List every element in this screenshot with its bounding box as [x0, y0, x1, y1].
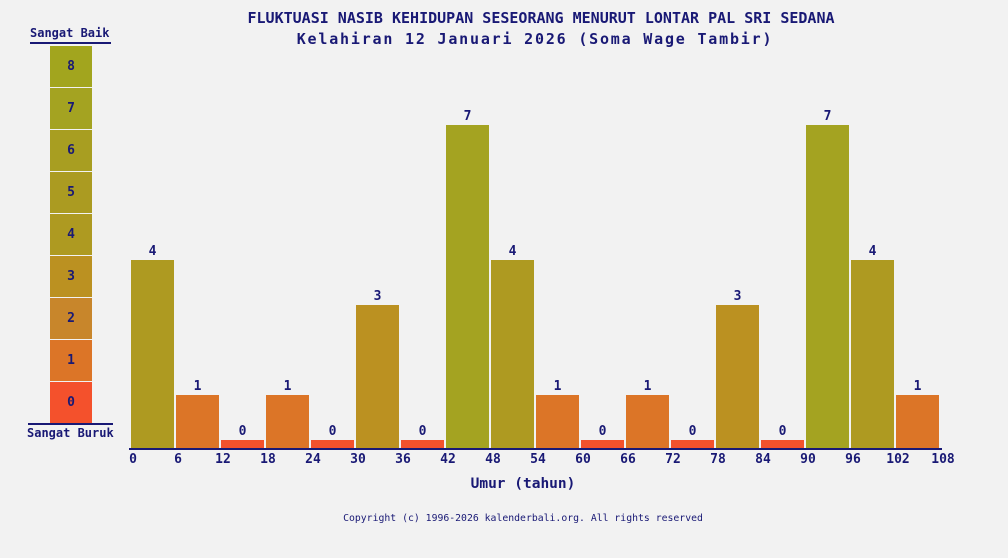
x-tick-label-36: 36 — [395, 452, 411, 467]
x-tick-label-48: 48 — [485, 452, 501, 467]
legend-cell-value: 7 — [67, 101, 75, 116]
copyright-text: Copyright (c) 1996-2026 kalenderbali.org… — [343, 513, 703, 524]
x-tick-label-18: 18 — [260, 452, 276, 467]
legend-cell-0: 0 — [50, 382, 92, 423]
legend-cell-4: 4 — [50, 214, 92, 255]
x-tick-label-90: 90 — [800, 452, 816, 467]
bar-age-30-36 — [356, 305, 399, 448]
bar-age-54-60 — [536, 395, 579, 448]
legend-cell-value: 5 — [67, 185, 75, 200]
bar-value-label: 0 — [778, 424, 787, 439]
legend-worst-label: Sangat Buruk — [27, 426, 114, 440]
x-axis-line — [129, 448, 942, 450]
bar-age-84-90 — [761, 440, 804, 448]
bar-age-36-42 — [401, 440, 444, 448]
x-tick-label-108: 108 — [931, 452, 955, 467]
bar-age-48-54 — [491, 260, 534, 448]
legend-cell-8: 8 — [50, 46, 92, 87]
bar-age-96-102 — [851, 260, 894, 448]
bar-value-label: 0 — [418, 424, 427, 439]
bar-age-12-18 — [221, 440, 264, 448]
x-tick-label-78: 78 — [710, 452, 726, 467]
legend-cell-2: 2 — [50, 298, 92, 339]
bar-age-78-84 — [716, 305, 759, 448]
legend-cell-value: 1 — [67, 353, 75, 368]
bar-value-label: 0 — [598, 424, 607, 439]
bar-age-90-96 — [806, 125, 849, 448]
x-tick-label-12: 12 — [215, 452, 231, 467]
x-tick-label-24: 24 — [305, 452, 321, 467]
legend-cell-6: 6 — [50, 130, 92, 171]
bar-value-label: 1 — [553, 379, 562, 394]
legend-cell-5: 5 — [50, 172, 92, 213]
bar-age-6-12 — [176, 395, 219, 448]
x-tick-label-66: 66 — [620, 452, 636, 467]
x-tick-label-6: 6 — [174, 452, 182, 467]
chart-title: FLUKTUASI NASIB KEHIDUPAN SESEORANG MENU… — [247, 9, 835, 27]
bar-age-60-66 — [581, 440, 624, 448]
bar-age-18-24 — [266, 395, 309, 448]
bar-value-label: 3 — [373, 289, 382, 304]
bar-value-label: 4 — [148, 244, 157, 259]
bar-value-label: 1 — [643, 379, 652, 394]
bar-value-label: 7 — [463, 109, 472, 124]
x-axis-label: Umur (tahun) — [470, 476, 576, 492]
legend-cell-3: 3 — [50, 256, 92, 297]
bar-age-66-72 — [626, 395, 669, 448]
legend-cell-value: 8 — [67, 59, 75, 74]
chart-subtitle: Kelahiran 12 Januari 2026 (Soma Wage Tam… — [296, 30, 774, 48]
x-tick-label-54: 54 — [530, 452, 546, 467]
x-tick-label-102: 102 — [886, 452, 910, 467]
x-tick-label-30: 30 — [350, 452, 366, 467]
legend-top-rule — [30, 42, 111, 44]
legend-cell-value: 3 — [67, 269, 75, 284]
x-tick-label-96: 96 — [845, 452, 861, 467]
bar-value-label: 0 — [328, 424, 337, 439]
bar-value-label: 1 — [283, 379, 292, 394]
bar-age-24-30 — [311, 440, 354, 448]
x-tick-label-42: 42 — [440, 452, 456, 467]
bar-value-label: 1 — [193, 379, 202, 394]
legend-cell-7: 7 — [50, 88, 92, 129]
legend-cell-value: 0 — [67, 395, 75, 410]
bar-value-label: 0 — [238, 424, 247, 439]
legend-best-label: Sangat Baik — [30, 26, 110, 40]
bar-value-label: 4 — [868, 244, 877, 259]
x-tick-label-60: 60 — [575, 452, 591, 467]
x-tick-label-84: 84 — [755, 452, 771, 467]
legend-bottom-rule — [28, 423, 113, 425]
bar-age-42-48 — [446, 125, 489, 448]
quality-scale-legend: 8 7 6 5 4 3 2 1 0 — [50, 46, 92, 424]
bar-value-label: 1 — [913, 379, 922, 394]
bar-age-0-6 — [131, 260, 174, 448]
bar-age-72-78 — [671, 440, 714, 448]
legend-cell-1: 1 — [50, 340, 92, 381]
bar-value-label: 4 — [508, 244, 517, 259]
legend-cell-value: 4 — [67, 227, 75, 242]
legend-cell-value: 6 — [67, 143, 75, 158]
bar-value-label: 3 — [733, 289, 742, 304]
bar-value-label: 7 — [823, 109, 832, 124]
bar-value-label: 0 — [688, 424, 697, 439]
x-tick-label-0: 0 — [129, 452, 137, 467]
legend-cell-value: 2 — [67, 311, 75, 326]
x-tick-label-72: 72 — [665, 452, 681, 467]
bar-age-102-108 — [896, 395, 939, 448]
